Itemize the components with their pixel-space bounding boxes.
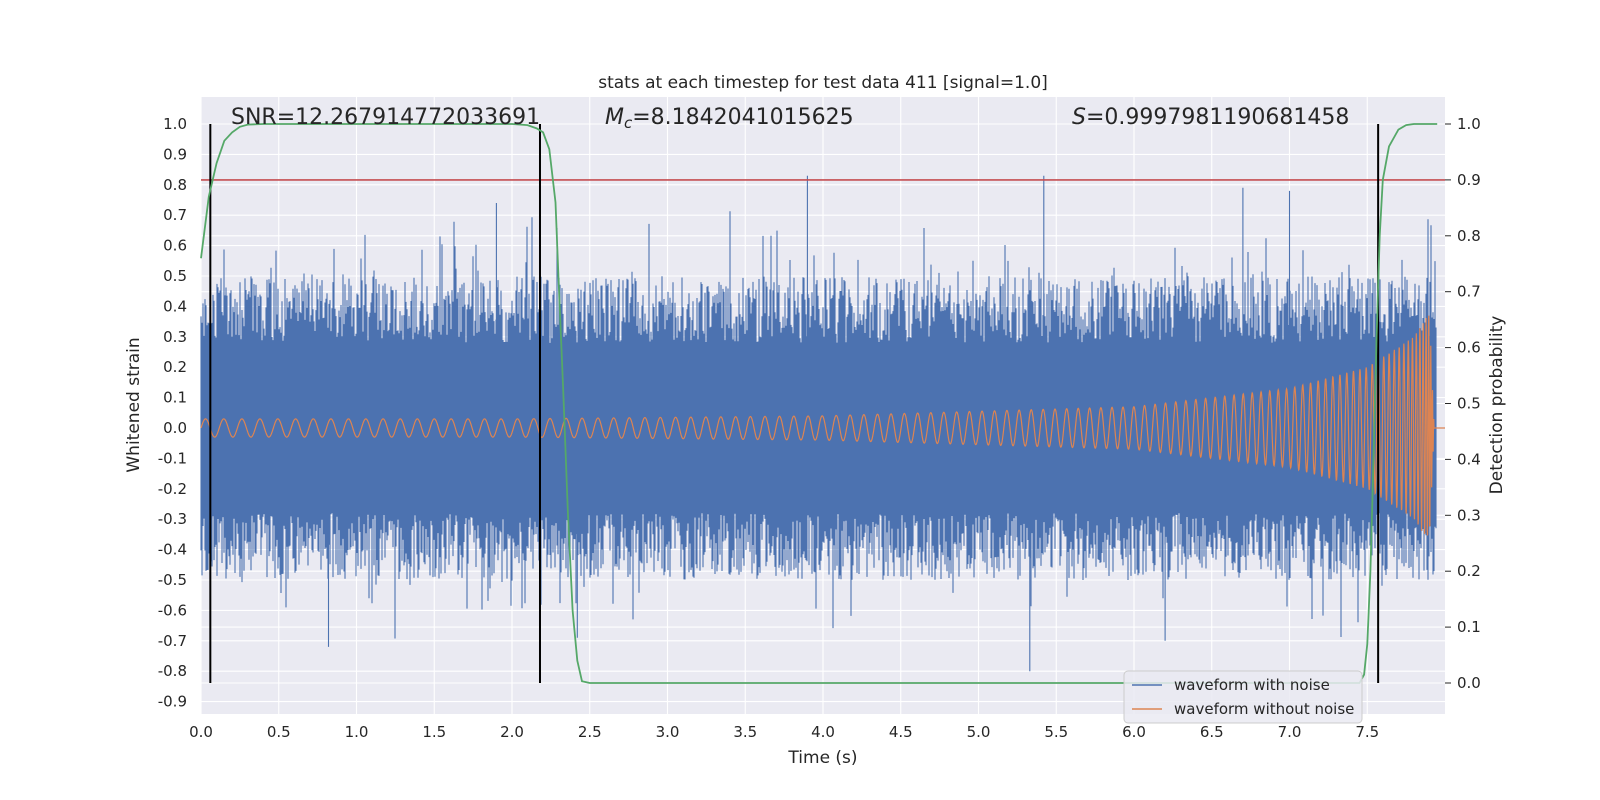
x-tick-label: 1.5 (422, 723, 446, 741)
x-tick-label: 7.5 (1355, 723, 1379, 741)
legend-label-signal: waveform without noise (1174, 700, 1354, 718)
x-tick-label: 4.0 (811, 723, 835, 741)
s-value: =0.9997981190681458 (1086, 105, 1349, 130)
y-tick-label: -0.4 (158, 541, 187, 559)
y-tick-label: -0.8 (158, 662, 187, 680)
y-tick-label: 0.6 (163, 237, 187, 255)
x-tick-label: 5.5 (1044, 723, 1068, 741)
y-tick-label: 0.2 (163, 358, 187, 376)
x-tick-label: 6.0 (1122, 723, 1146, 741)
x-tick-label: 0.5 (267, 723, 291, 741)
x-tick-label: 4.5 (889, 723, 913, 741)
overlays (200, 123, 1445, 684)
legend: waveform with noise waveform without noi… (1123, 670, 1363, 724)
y-tick-label: 1.0 (163, 115, 187, 133)
annotation-snr: SNR=12.267914772033691 (231, 105, 540, 130)
x-tick-label: 6.5 (1200, 723, 1224, 741)
y2-tick-label: 0.0 (1457, 674, 1481, 692)
y2-tick-label: 0.6 (1457, 339, 1481, 357)
y-tick-label: -0.7 (158, 632, 187, 650)
y-tick-label: -0.5 (158, 571, 187, 589)
x-tick-label: 7.0 (1278, 723, 1302, 741)
chart-title: stats at each timestep for test data 411… (598, 73, 1048, 93)
y2-tick-label: 0.1 (1457, 618, 1481, 636)
y-tick-label: 0.5 (163, 267, 187, 285)
y-tick-label: -0.9 (158, 693, 187, 711)
y-tick-label: 0.3 (163, 328, 187, 346)
x-tick-label: 1.0 (345, 723, 369, 741)
y2-tick-label: 0.9 (1457, 171, 1481, 189)
mc-symbol: M (605, 105, 624, 130)
y-tick-label: 0.8 (163, 176, 187, 194)
y2-tick-label: 1.0 (1457, 115, 1481, 133)
y-tick-label: -0.1 (158, 449, 187, 467)
y-axis-label: Whitened strain (124, 337, 144, 472)
y-tick-label: 0.9 (163, 145, 187, 163)
y2-tick-label: 0.4 (1457, 450, 1481, 468)
s-symbol: S (1072, 105, 1086, 130)
y-tick-label: -0.6 (158, 601, 187, 619)
x-tick-label: 2.0 (500, 723, 524, 741)
x-tick-label: 3.5 (733, 723, 757, 741)
annotation-chirp-mass: Mc=8.1842041015625 (605, 105, 854, 132)
legend-label-noise: waveform with noise (1174, 676, 1330, 694)
x-tick-label: 0.0 (189, 723, 213, 741)
y-tick-label: -0.3 (158, 510, 187, 528)
y2-tick-label: 0.3 (1457, 506, 1481, 524)
annotation-s: S=0.9997981190681458 (1072, 105, 1349, 130)
y2-tick-label: 0.8 (1457, 227, 1481, 245)
mc-value: =8.1842041015625 (632, 105, 853, 130)
noisy-waveform-trace (200, 175, 1437, 672)
axes-ticks: 0.0 0.5 1.0 1.5 2.0 2.5 3.0 3.5 4.0 4.5 5.0 5.5 6.0 6… (158, 115, 1481, 741)
x-tick-label: 5.0 (967, 723, 991, 741)
y2-tick-label: 0.7 (1457, 283, 1481, 301)
y-tick-label: 0.1 (163, 389, 187, 407)
y-tick-label: 0.7 (163, 206, 187, 224)
y-tick-label: 0.0 (163, 419, 187, 437)
legend-box (1123, 670, 1363, 724)
y2-tick-label: 0.2 (1457, 562, 1481, 580)
series-waveform-without-noise (200, 315, 1445, 536)
detection-probability-trace (200, 123, 1438, 684)
series-waveform-with-noise (200, 175, 1437, 672)
y-tick-label: -0.2 (158, 480, 187, 498)
y2-tick-label: 0.5 (1457, 395, 1481, 413)
clean-waveform-trace (200, 315, 1445, 536)
y-tick-label: 0.4 (163, 297, 187, 315)
y2-axis-label: Detection probability (1487, 316, 1507, 495)
mc-subscript: c (624, 114, 633, 132)
x-axis-label: Time (s) (787, 748, 857, 768)
x-tick-label: 2.5 (578, 723, 602, 741)
x-tick-label: 3.0 (656, 723, 680, 741)
